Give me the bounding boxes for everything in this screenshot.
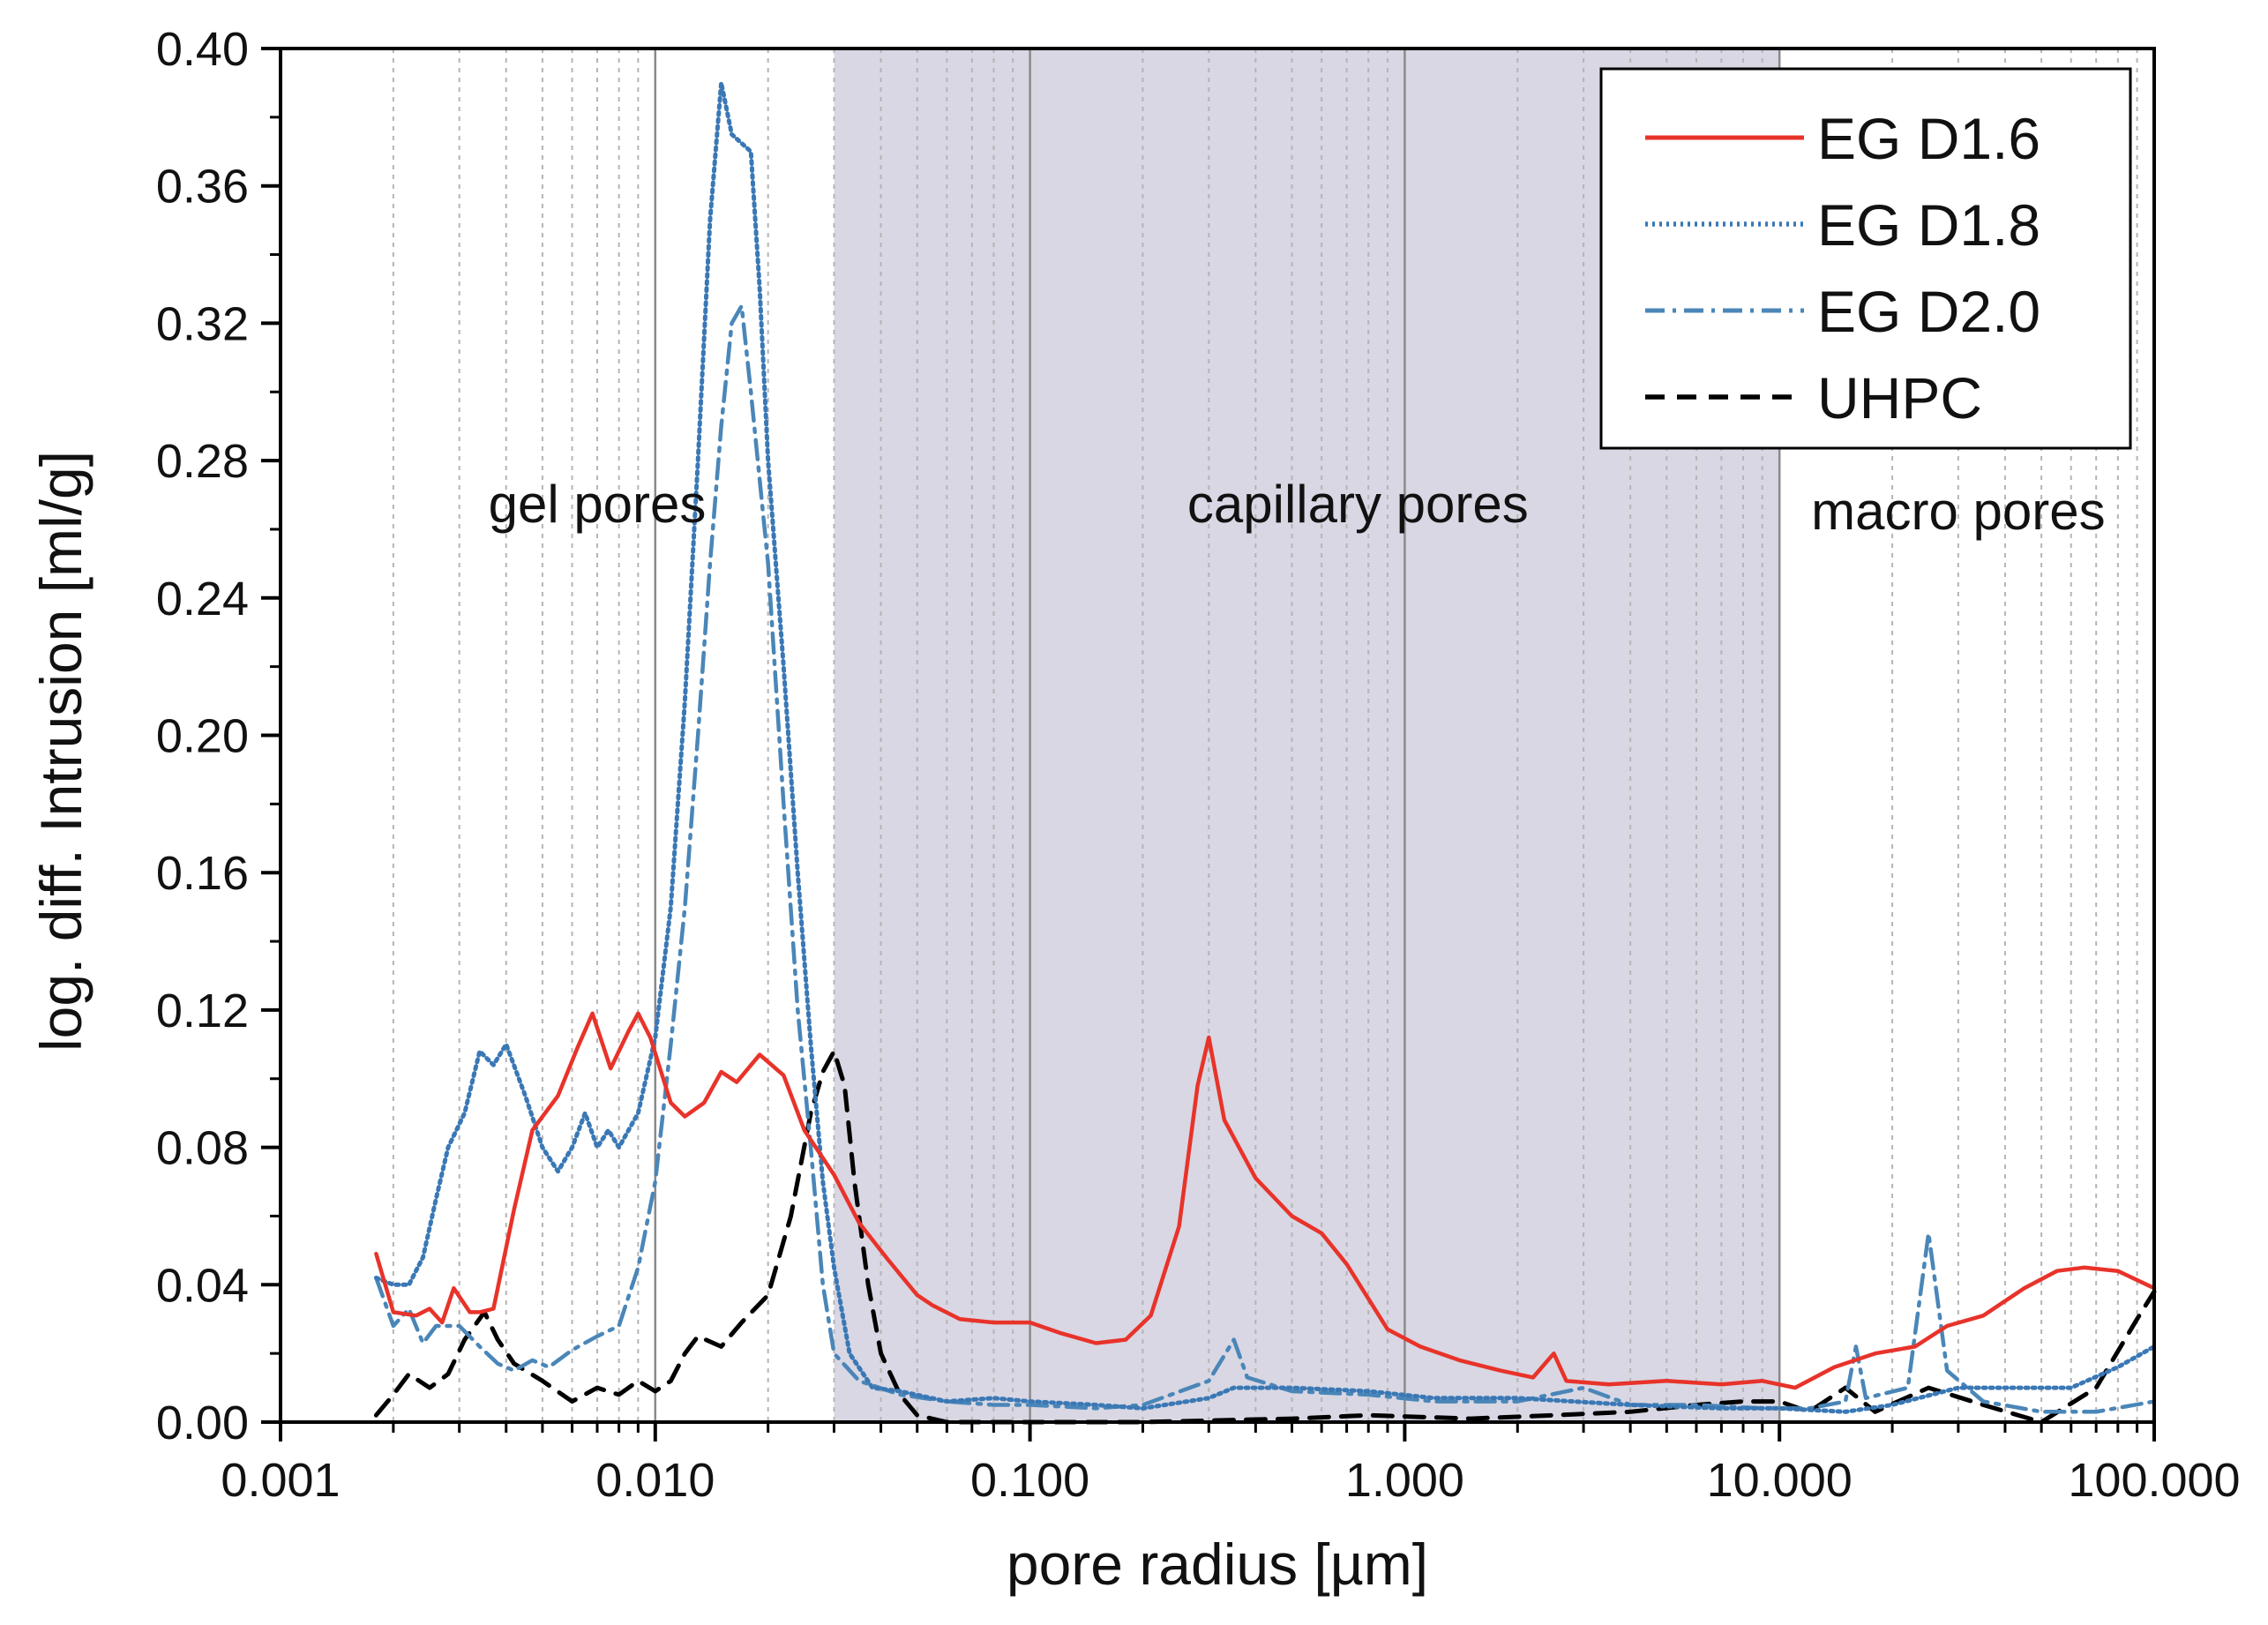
y-tick-label: 0.08 — [156, 1122, 249, 1175]
x-axis-title: pore radius [µm] — [1007, 1531, 1428, 1597]
region-labels: gel pores capillary pores macro pores — [489, 475, 2106, 541]
series-line-eg-d1-6 — [374, 1011, 2157, 1390]
y-tick-label: 0.24 — [156, 573, 249, 625]
axes: 0.001 0.010 0.100 1.000 10.000 100.000 0.00 0.0… — [156, 23, 2241, 1507]
legend-label: EG D2.0 — [1817, 279, 2040, 344]
y-tick-label: 0.36 — [156, 161, 249, 213]
legend-label: EG D1.8 — [1817, 192, 2040, 258]
series-line-eg-d1-8 — [373, 80, 2157, 1414]
x-tick-label: 10.000 — [1707, 1454, 1853, 1507]
region-label: capillary pores — [1187, 475, 1529, 534]
region-label: gel pores — [489, 475, 707, 534]
y-tick-label: 0.40 — [156, 23, 249, 76]
legend: EG D1.6 EG D1.8 EG D2.0 UHPC — [1599, 67, 2132, 450]
y-tick-label: 0.20 — [156, 710, 249, 763]
legend-label: EG D1.6 — [1817, 106, 2040, 171]
y-tick-label: 0.32 — [156, 297, 249, 350]
y-tick-label: 0.04 — [156, 1259, 249, 1312]
y-tick-label: 0.12 — [156, 985, 249, 1037]
x-tick-label: 0.010 — [595, 1454, 715, 1507]
series-layer — [373, 80, 2157, 1425]
y-tick-label: 0.00 — [156, 1397, 249, 1449]
legend-box — [1599, 67, 2132, 450]
y-tick-label: 0.16 — [156, 847, 249, 900]
x-tick-label: 100.000 — [2068, 1454, 2240, 1507]
y-tick-label: 0.28 — [156, 435, 249, 488]
x-tick-label: 0.100 — [970, 1454, 1089, 1507]
y-axis-title: log. diff. Intrusion [ml/g] — [28, 451, 94, 1052]
legend-label: UHPC — [1817, 365, 1982, 431]
x-tick-label: 0.001 — [221, 1454, 340, 1507]
x-tick-label: 1.000 — [1345, 1454, 1464, 1507]
series-line-eg-d2-0 — [374, 303, 2157, 1414]
region-label: macro pores — [1811, 482, 2105, 541]
